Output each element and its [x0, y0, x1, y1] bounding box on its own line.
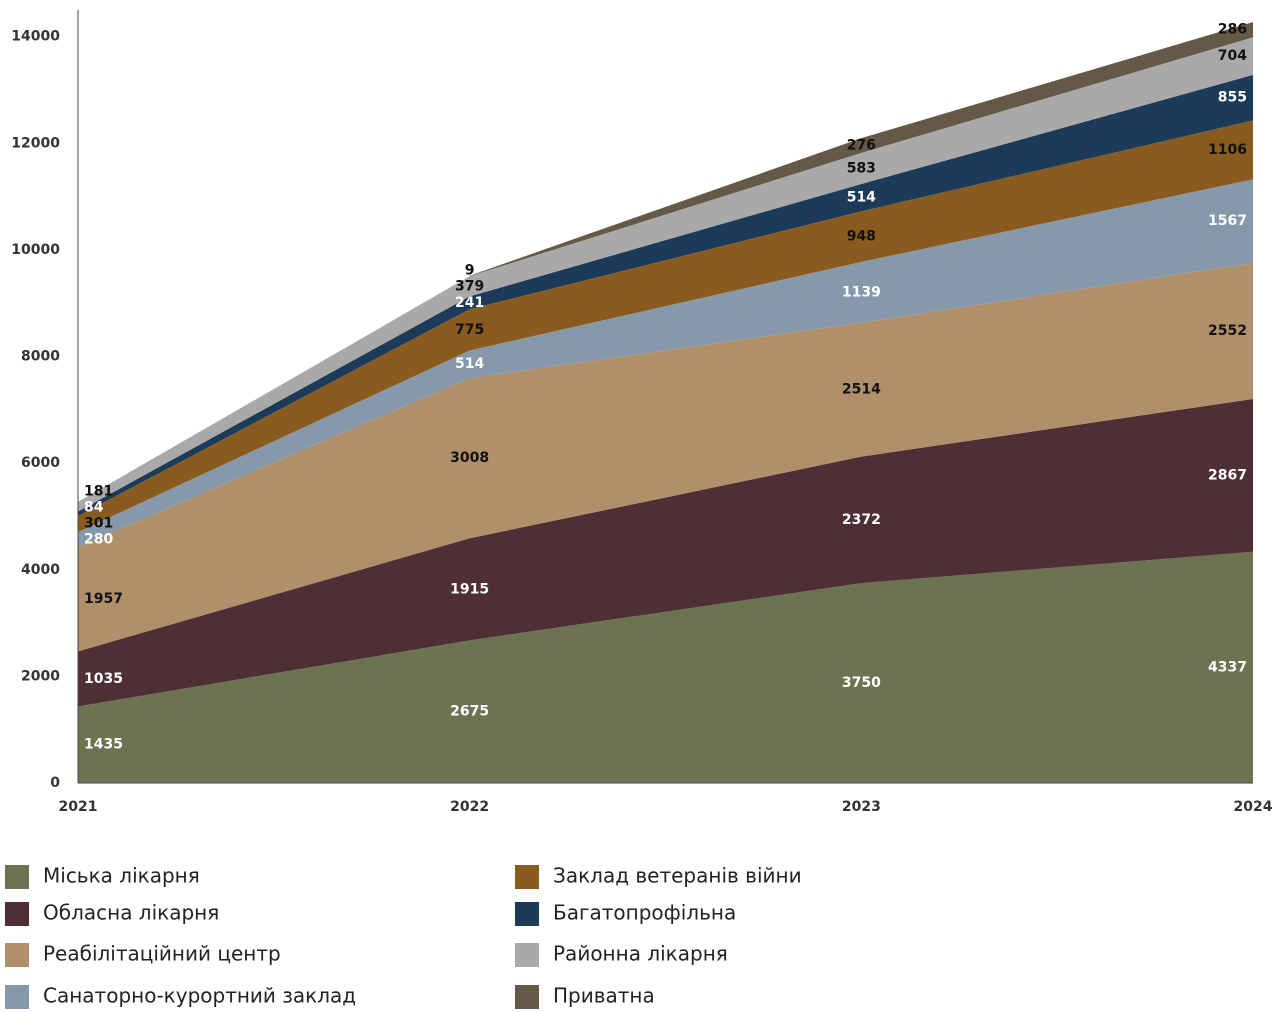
data-label: 4337: [1208, 659, 1247, 675]
data-label: 583: [847, 160, 876, 176]
y-tick-label: 4000: [21, 562, 60, 578]
data-label: 1567: [1208, 213, 1247, 229]
area: [78, 37, 1253, 512]
legend-swatch: [5, 985, 29, 1009]
data-label: 2514: [842, 382, 881, 398]
x-tick-label: 2021: [59, 799, 98, 815]
data-label: 775: [455, 322, 484, 338]
area: [78, 551, 1253, 783]
y-tick-label: 8000: [21, 349, 60, 365]
area: [78, 179, 1253, 547]
legend-swatch: [5, 865, 29, 889]
data-label: 84: [84, 500, 104, 516]
data-label: 1915: [450, 581, 489, 597]
area: [469, 22, 1254, 277]
legend-label: Обласна лікарня: [43, 901, 219, 925]
data-label: 514: [455, 356, 484, 372]
y-tick-label: 10000: [11, 242, 60, 258]
data-label: 1139: [842, 284, 881, 300]
legend-label: Заклад ветеранів війни: [553, 864, 802, 888]
y-tick-label: 0: [50, 775, 60, 791]
area: [78, 398, 1253, 707]
area: [78, 120, 1253, 533]
y-tick-label: 12000: [11, 135, 60, 151]
area: [78, 262, 1253, 652]
x-tick-label: 2022: [450, 799, 489, 815]
legend-swatch: [515, 865, 539, 889]
legend-label: Багатопрофільна: [553, 901, 736, 925]
data-label: 3008: [450, 450, 489, 466]
legend-label: Реабілітаційний центр: [43, 942, 281, 966]
data-label: 379: [455, 278, 484, 294]
data-label: 1435: [84, 737, 123, 753]
y-tick-label: 2000: [21, 668, 60, 684]
data-label: 301: [84, 516, 113, 532]
data-label: 2867: [1208, 467, 1247, 483]
data-label: 2675: [450, 704, 489, 720]
legend-swatch: [5, 943, 29, 967]
legend-swatch: [5, 902, 29, 926]
data-label: 9: [465, 262, 475, 278]
legend-label: Санаторно-курортний заклад: [43, 984, 356, 1008]
legend-swatch: [515, 902, 539, 926]
legend-swatch: [515, 985, 539, 1009]
data-label: 855: [1218, 90, 1247, 106]
y-tick-label: 14000: [11, 29, 60, 45]
data-label: 280: [84, 532, 113, 548]
data-label: 241: [455, 295, 484, 311]
legend-label: Районна лікарня: [553, 942, 728, 966]
data-label: 704: [1218, 48, 1247, 64]
data-label: 948: [847, 229, 876, 245]
x-tick-label: 2023: [842, 799, 881, 815]
data-label: 514: [847, 190, 876, 206]
legend-label: Приватна: [553, 984, 655, 1008]
x-tick-label: 2024: [1234, 799, 1273, 815]
legend-swatch: [515, 943, 539, 967]
data-label: 1035: [84, 671, 123, 687]
data-label: 1106: [1208, 142, 1247, 158]
data-label: 1957: [84, 591, 123, 607]
data-label: 276: [847, 138, 876, 154]
data-label: 2552: [1208, 323, 1247, 339]
data-label: 181: [84, 484, 113, 500]
data-label: 3750: [842, 675, 881, 691]
data-label: 286: [1218, 22, 1247, 38]
data-label: 2372: [842, 512, 881, 528]
area: [78, 74, 1253, 517]
y-tick-label: 6000: [21, 455, 60, 471]
legend-label: Міська лікарня: [43, 864, 200, 888]
